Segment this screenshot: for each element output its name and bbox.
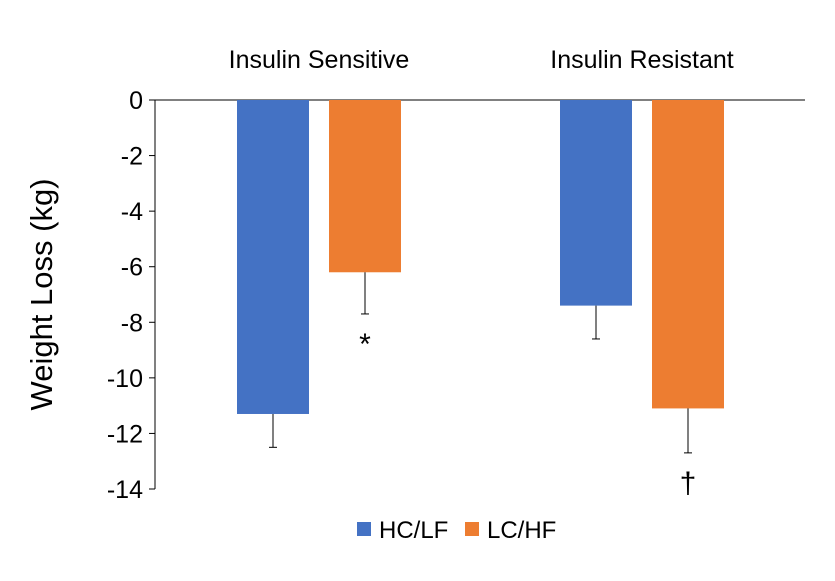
legend-swatch [357, 522, 371, 536]
significance-marker: † [680, 467, 697, 500]
bar-lc-hf [329, 100, 401, 273]
y-tick-label: -14 [107, 476, 143, 504]
y-tick-label: -12 [107, 420, 143, 448]
significance-marker: * [359, 328, 371, 361]
category-label: Insulin Resistant [550, 46, 733, 74]
y-tick-label: -6 [121, 254, 143, 282]
bar-hc-lf [237, 100, 309, 414]
category-label: Insulin Sensitive [229, 46, 410, 74]
axes: 0 -2 -4 -6 -8 -10 -12 -14 [107, 87, 805, 504]
legend-label: HC/LF [379, 517, 448, 544]
legend: HC/LF LC/HF [357, 517, 556, 544]
legend-swatch [465, 522, 479, 536]
bar-lc-hf [652, 100, 724, 409]
y-axis-title: Weight Loss (kg) [24, 178, 59, 410]
y-tick-label: -2 [121, 143, 143, 171]
y-tick-label: -4 [121, 198, 143, 226]
y-tick-label: -10 [107, 365, 143, 393]
y-tick-label: 0 [129, 87, 143, 115]
labels: Weight Loss (kg) Insulin Sensitive * Insuli… [24, 46, 734, 500]
bar-hc-lf [560, 100, 632, 306]
legend-label: LC/HF [487, 517, 556, 544]
y-tick-label: -8 [121, 309, 143, 337]
bars [237, 100, 724, 454]
